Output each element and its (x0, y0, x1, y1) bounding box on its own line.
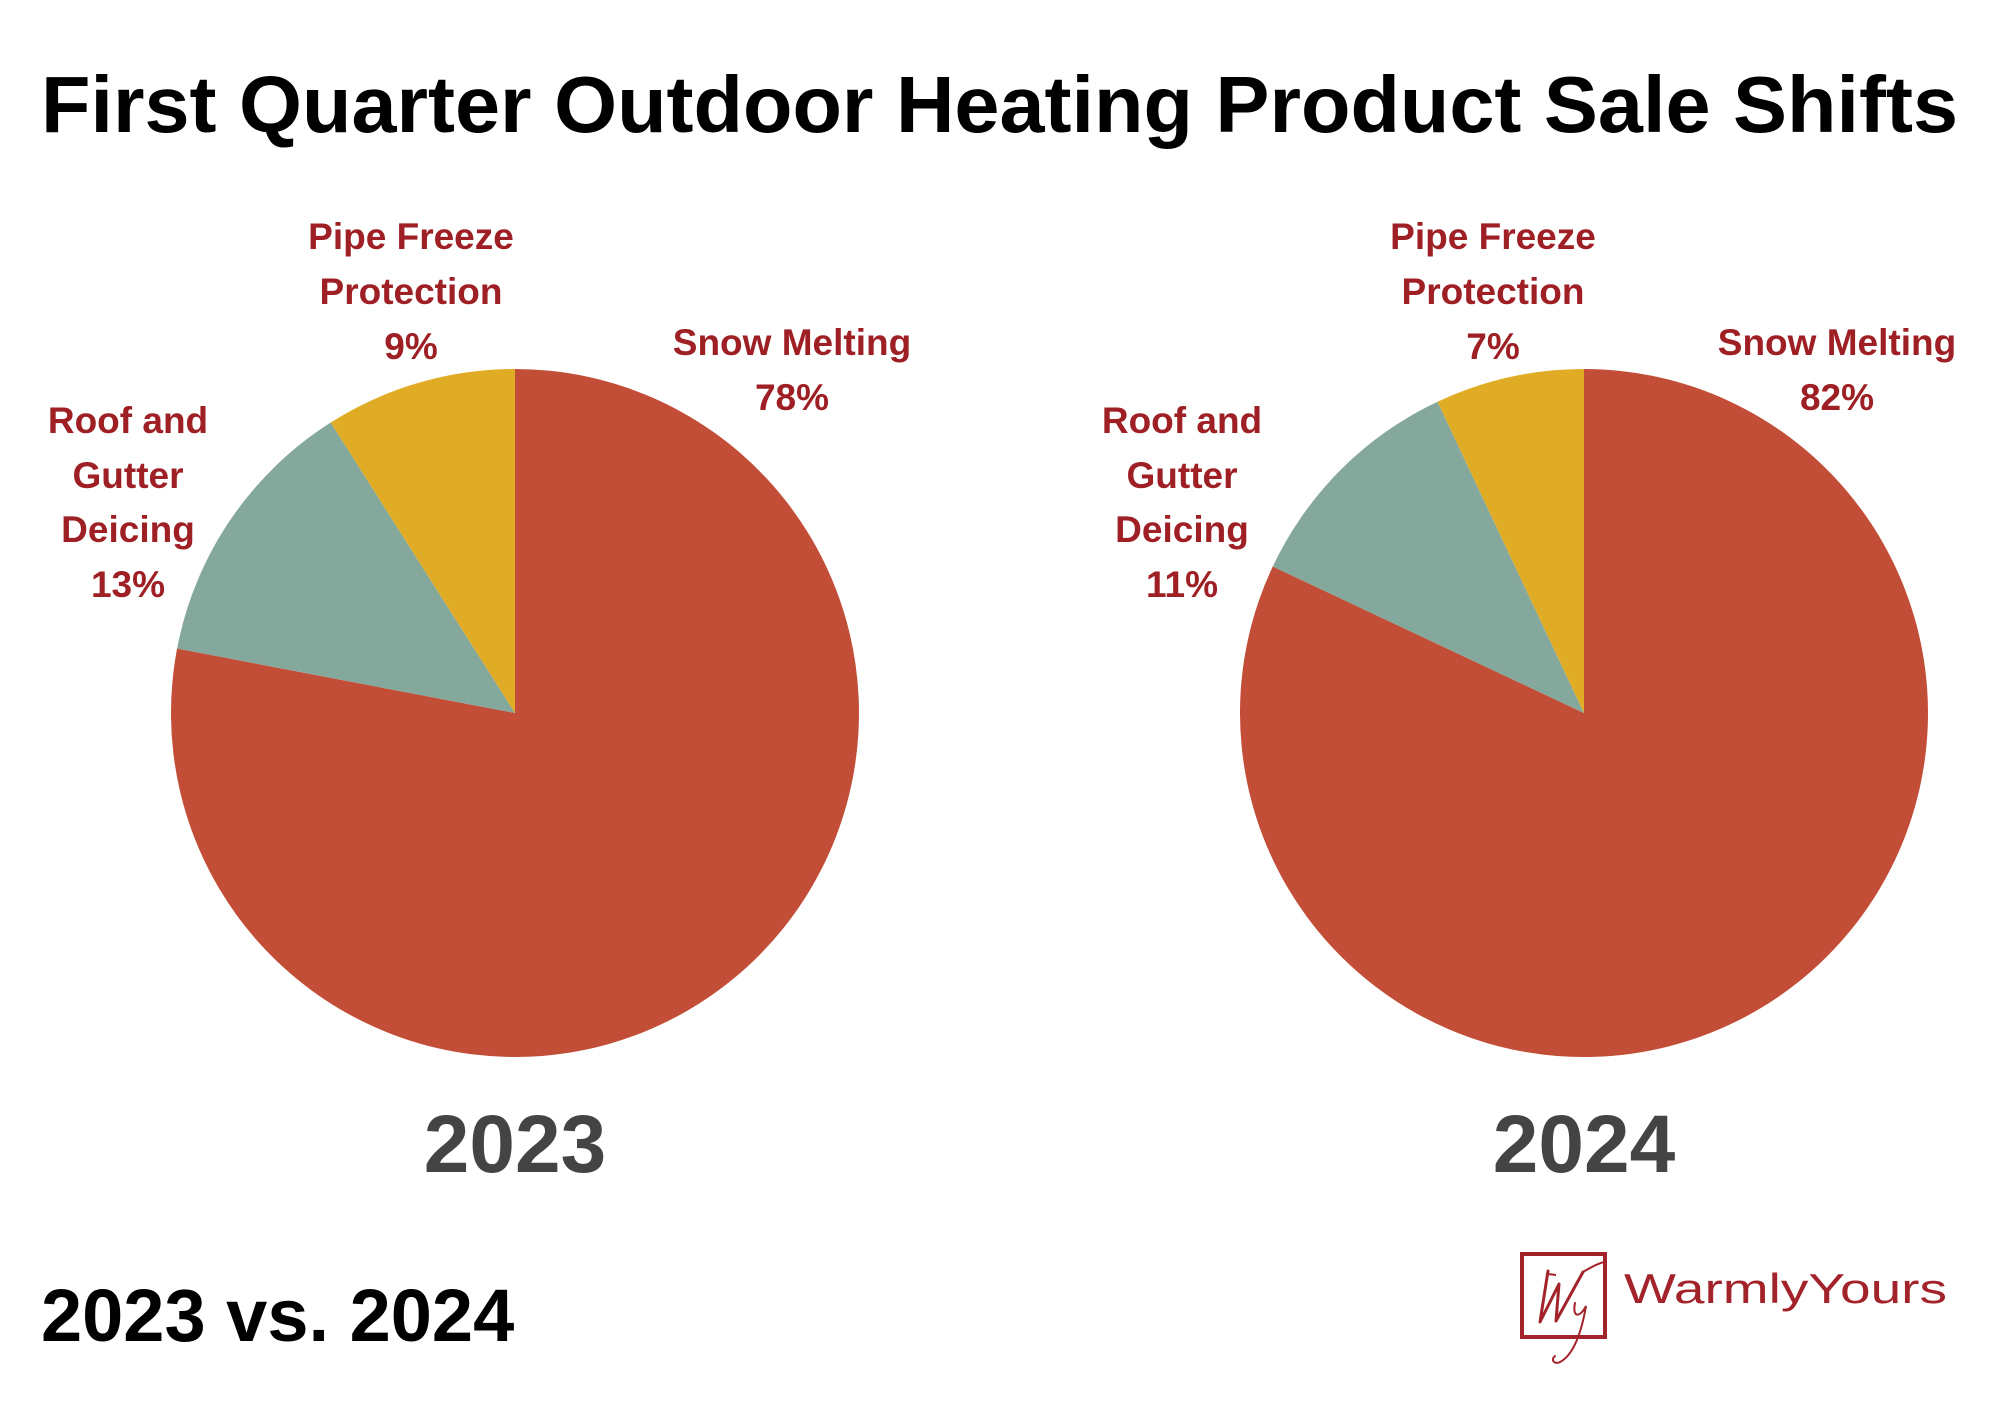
label-line: Snow Melting (673, 322, 911, 363)
pie-slice-roof-and-gutter-deicing-2024 (1272, 401, 1584, 713)
logo-frame (1520, 1252, 1607, 1339)
label-value: 11% (1146, 564, 1218, 605)
slice-label-pipe-freeze-2024: Pipe Freeze Protection 7% (1390, 216, 1596, 367)
label-line: Deicing (61, 509, 195, 550)
pie-chart-2023 (170, 369, 859, 1057)
label-value: 82% (1800, 377, 1874, 418)
comparison-subtitle: 2023 vs. 2024 (41, 1274, 514, 1357)
slice-label-roof-gutter-2023: Roof and Gutter Deicing 13% (48, 400, 208, 605)
pie-slice-snow-melting-2024 (1239, 369, 1928, 1058)
brand-name: WarmlyYours (1624, 1265, 1947, 1312)
label-line: Deicing (1115, 509, 1249, 550)
label-value: 78% (755, 377, 829, 418)
label-line: Gutter (73, 455, 184, 496)
label-line: Gutter (1127, 455, 1238, 496)
label-value: 13% (91, 564, 165, 605)
label-line: Protection (1402, 271, 1585, 312)
label-line: Roof and (1102, 400, 1262, 441)
pie-slice-pipe-freeze-protection-2023 (330, 369, 515, 713)
pie-slice-roof-and-gutter-deicing-2023 (177, 422, 515, 713)
pie-chart-2024 (1239, 369, 1928, 1058)
pie-title-2023: 2023 (424, 1099, 606, 1190)
label-line: Roof and (48, 400, 208, 441)
brand-logo: WarmlyYours (1520, 1252, 1947, 1364)
pie-title-2024: 2024 (1493, 1099, 1676, 1190)
label-line: Snow Melting (1718, 322, 1956, 363)
pie-slice-snow-melting-2023 (170, 369, 859, 1057)
chart-title: First Quarter Outdoor Heating Product Sa… (41, 60, 1958, 149)
label-value: 7% (1466, 326, 1519, 367)
pie-slice-pipe-freeze-protection-2024 (1437, 369, 1584, 713)
label-line: Pipe Freeze (1390, 216, 1596, 257)
slice-label-snow-melting-2024: Snow Melting 82% (1718, 322, 1956, 418)
slice-label-snow-melting-2023: Snow Melting 78% (673, 322, 911, 418)
logo-monogram-icon (1538, 1261, 1605, 1364)
label-line: Protection (320, 271, 503, 312)
label-value: 9% (384, 326, 437, 367)
label-line: Pipe Freeze (308, 216, 514, 257)
slice-label-roof-gutter-2024: Roof and Gutter Deicing 11% (1102, 400, 1262, 605)
slice-label-pipe-freeze-2023: Pipe Freeze Protection 9% (308, 216, 514, 367)
